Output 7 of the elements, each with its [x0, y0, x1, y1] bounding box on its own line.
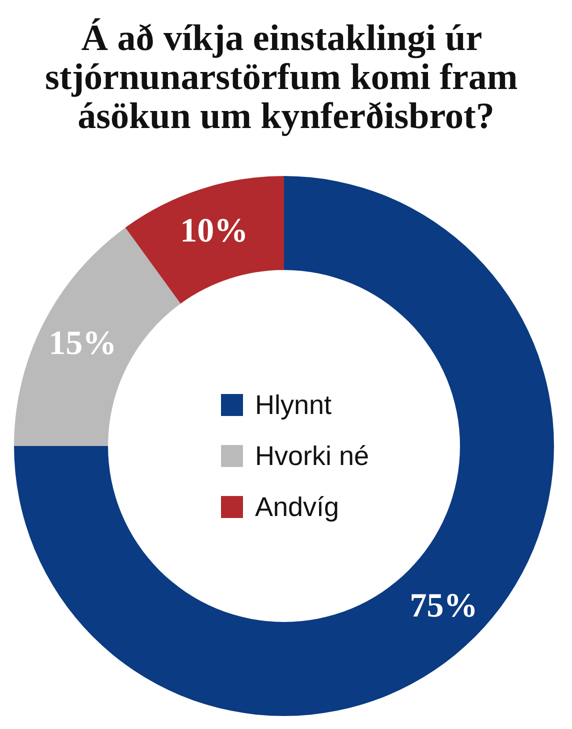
data-label: 15% [48, 324, 117, 362]
legend-label: Hvorki né [255, 441, 370, 471]
legend-label: Hlynnt [255, 390, 332, 420]
data-label: 10% [180, 212, 248, 250]
data-label: 75% [410, 587, 478, 624]
chart-title: Á að víkja einstaklingi úr stjórnunarstörfum komi fram ásökun um kynferðisbrot? [45, 18, 527, 137]
legend-label: Andvíg [255, 492, 340, 522]
